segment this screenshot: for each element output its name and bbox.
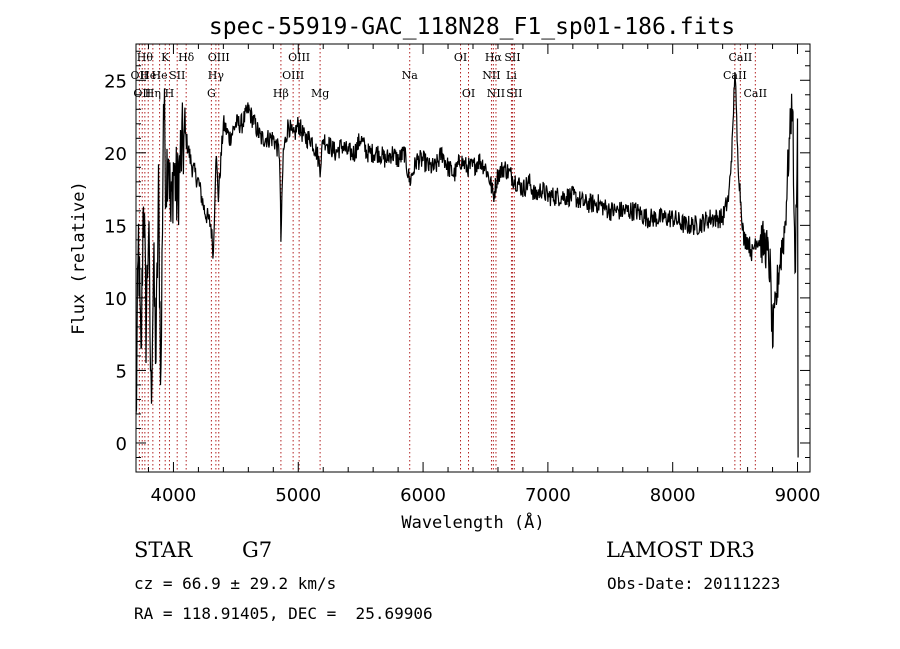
spectral-line-label: K [161,51,170,64]
spectral-line-label: Hβ [273,87,289,100]
spectral-line-label: NII [482,69,500,82]
spectral-line-label: OII [131,69,149,82]
spectral-line-label: Hθ [137,51,154,64]
object-class: STAR [134,538,193,562]
y-tick-label: 15 [104,216,127,237]
spectral-line-label: Hδ [178,51,195,64]
y-tick-label: 20 [104,144,127,165]
spectral-line-label: SII [504,51,520,64]
spectral-line-label: CaII [729,51,753,64]
spectral-line-label: Hη [145,87,161,100]
spectral-line-label: SII [169,69,185,82]
spectral-line-label: Na [402,69,419,82]
spectral-line-label: Mg [311,87,329,100]
redshift-cz: cz = 66.9 ± 29.2 km/s [134,574,337,593]
spectral-line-label: OIII [208,51,230,64]
x-tick-label: 6000 [400,485,446,506]
spectral-line-label: He [140,69,156,82]
spectral-line-label: OIII [288,51,310,64]
spectral-line-label: CaII [743,87,767,100]
axis-ticks: 4000 5000 6000 7000 8000 9000 0 5 10 15 20 25 [104,44,820,506]
survey-name: LAMOST DR3 [606,538,755,562]
x-tick-label: 5000 [275,485,321,506]
x-tick-label: 7000 [525,485,571,506]
y-tick-label: 5 [116,361,127,382]
coordinates: RA = 118.91405, DEC = 25.69906 [134,604,433,623]
spectral-line-label: Hα [485,51,503,64]
y-tick-label: 0 [116,434,127,455]
chart-title: spec-55919-GAC_118N28_F1_sp01-186.fits [209,14,735,40]
spectral-line-label: NII [487,87,505,100]
spectral-line-label: SII [506,87,522,100]
spectral-line-label: Hγ [208,69,225,82]
spectral-line-markers [138,44,756,472]
spectral-line-label: OIII [282,69,304,82]
x-tick-label: 9000 [775,485,821,506]
spectral-line-label: OI [454,51,467,64]
spectral-line-label: OI [462,87,475,100]
spectrum-series-line [135,72,799,458]
plot-frame [135,43,811,473]
y-axis-label: Flux (relative) [69,181,89,335]
spectral-line-label: G [207,87,216,100]
x-tick-label: 8000 [650,485,696,506]
x-axis-label: Wavelength (Å) [401,511,544,533]
object-subclass: G7 [242,538,273,562]
spectral-line-label: Li [506,69,517,82]
spectral-line-label: He [152,69,168,82]
y-tick-label: 10 [104,289,127,310]
y-tick-label: 25 [104,71,127,92]
x-tick-label: 4000 [151,485,197,506]
spectral-line-labels: OII OII Hθ He Hη He K H SII Hδ G Hγ OIII Hβ OIII OIII Mg… [131,51,768,100]
spectral-line-label: OII [133,87,151,100]
observation-date: Obs-Date: 20111223 [607,574,781,593]
spectral-line-label: H [165,87,175,100]
